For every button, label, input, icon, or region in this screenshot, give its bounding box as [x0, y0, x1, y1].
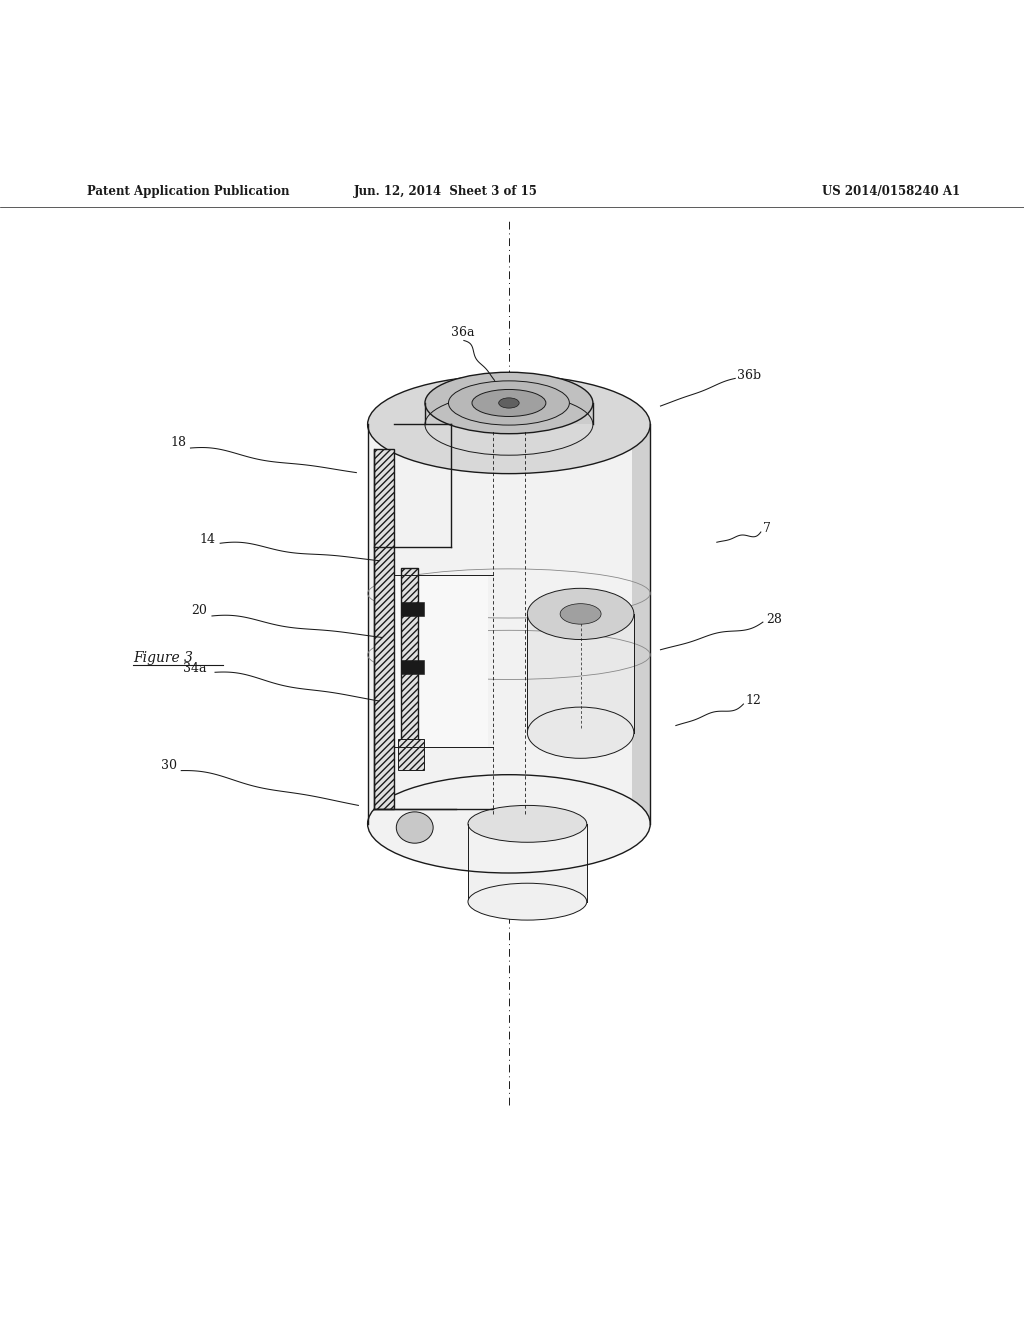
Polygon shape [368, 425, 650, 824]
Ellipse shape [425, 372, 593, 434]
Ellipse shape [368, 375, 650, 474]
Polygon shape [398, 739, 424, 770]
Polygon shape [425, 403, 593, 425]
Ellipse shape [468, 805, 587, 842]
Polygon shape [527, 614, 634, 733]
Text: US 2014/0158240 A1: US 2014/0158240 A1 [822, 185, 959, 198]
Ellipse shape [468, 883, 587, 920]
Text: 36b: 36b [737, 368, 762, 381]
Polygon shape [468, 824, 587, 902]
Polygon shape [374, 449, 394, 809]
Ellipse shape [472, 389, 546, 417]
Polygon shape [632, 425, 650, 824]
Text: Jun. 12, 2014  Sheet 3 of 15: Jun. 12, 2014 Sheet 3 of 15 [353, 185, 538, 198]
Text: 20: 20 [190, 605, 207, 618]
Text: 28: 28 [766, 612, 782, 626]
Ellipse shape [368, 775, 650, 873]
Text: 36a: 36a [451, 326, 474, 339]
Text: 14: 14 [199, 533, 215, 545]
Text: 34a: 34a [183, 661, 207, 675]
Ellipse shape [527, 708, 634, 758]
Text: Patent Application Publication: Patent Application Publication [87, 185, 290, 198]
Text: 12: 12 [745, 694, 762, 708]
Ellipse shape [527, 589, 634, 639]
Polygon shape [401, 660, 424, 675]
Ellipse shape [560, 603, 601, 624]
Text: 18: 18 [170, 437, 186, 449]
Text: 30: 30 [161, 759, 177, 772]
Text: 7: 7 [763, 523, 771, 536]
Ellipse shape [396, 812, 433, 843]
Polygon shape [394, 576, 488, 747]
Polygon shape [401, 568, 418, 747]
Ellipse shape [499, 397, 519, 408]
Ellipse shape [449, 381, 569, 425]
Text: Figure 3: Figure 3 [133, 651, 194, 665]
Polygon shape [401, 602, 424, 616]
